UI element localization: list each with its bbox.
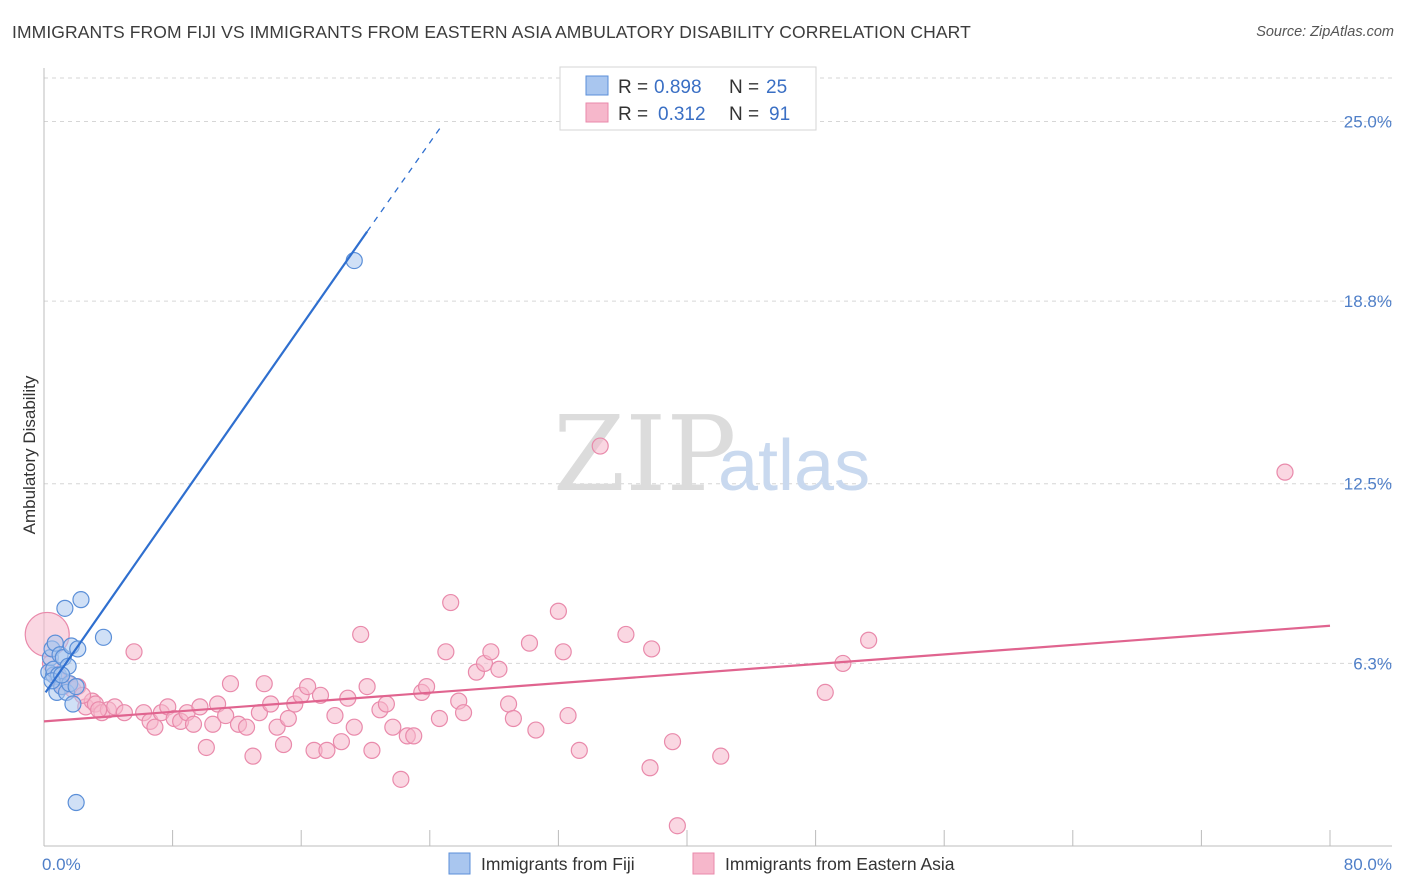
eastern-asia-point [191, 698, 209, 716]
series-legend-swatch-asia [692, 852, 715, 875]
fiji-point [94, 628, 113, 646]
eastern-asia-point [490, 660, 508, 678]
eastern-asia-point [482, 643, 500, 661]
eastern-asia-point [197, 738, 215, 757]
eastern-asia-point [520, 634, 539, 652]
eastern-asia-point [816, 683, 834, 702]
eastern-asia-point [499, 695, 518, 713]
eastern-asia-point [204, 715, 222, 733]
legend-n-value-fiji: 25 [766, 77, 787, 98]
series-legend: Immigrants from Fiji Immigrants from Eas… [448, 852, 955, 875]
eastern-asia-point [279, 709, 297, 728]
chart-title: IMMIGRANTS FROM FIJI VS IMMIGRANTS FROM … [12, 22, 971, 42]
eastern-asia-point [617, 625, 635, 644]
eastern-asia-point [554, 643, 572, 661]
eastern-asia-point [392, 770, 410, 788]
eastern-asia-point [527, 721, 545, 739]
fiji-point [67, 678, 85, 696]
eastern-asia-point [504, 709, 522, 728]
series-legend-label-asia: Immigrants from Eastern Asia [725, 854, 955, 874]
fiji-point [53, 666, 71, 684]
eastern-asia-point [358, 678, 376, 696]
y-tick-labels: 6.3% 12.5% 18.8% 25.0% [1344, 112, 1392, 673]
eastern-asia-point [332, 733, 350, 751]
legend-n-label-asia: N = [729, 104, 759, 125]
grid-lines [44, 77, 1392, 664]
legend-r-value-fiji: 0.898 [654, 77, 702, 98]
eastern-asia-point [221, 675, 240, 693]
eastern-asia-point [384, 718, 402, 736]
eastern-asia-point [1276, 463, 1294, 481]
trend-lines [43, 123, 1331, 723]
y-tick-label: 6.3% [1353, 654, 1392, 673]
eastern-asia-point [430, 709, 449, 728]
eastern-asia-point [643, 640, 661, 658]
eastern-asia-point [559, 706, 577, 725]
legend-swatch-asia [585, 102, 609, 123]
fiji-point [56, 599, 74, 617]
legend-r-label-fiji: R = [618, 77, 648, 98]
series-legend-label-fiji: Immigrants from Fiji [481, 854, 635, 874]
eastern-asia-point [318, 741, 336, 759]
eastern-asia-trend-line [43, 624, 1331, 723]
y-axis-label: Ambulatory Disability [20, 375, 39, 534]
eastern-asia-point [377, 695, 395, 713]
eastern-asia-point [311, 686, 330, 704]
eastern-asia-point [437, 643, 455, 661]
eastern-asia-point [442, 593, 460, 612]
watermark-zip: ZIP [553, 393, 736, 515]
eastern-asia-point [125, 643, 143, 661]
eastern-asia-point [363, 741, 381, 759]
watermark-atlas: atlas [718, 426, 870, 506]
y-tick-label: 12.5% [1344, 475, 1392, 494]
eastern-asia-point [184, 715, 203, 733]
eastern-asia-point [268, 718, 286, 736]
legend-n-value-asia: 91 [769, 104, 790, 125]
eastern-asia-point [454, 704, 473, 722]
series-legend-swatch-fiji [448, 852, 471, 875]
fiji-point [72, 591, 90, 609]
eastern-asia-point [663, 733, 682, 751]
eastern-asia-point [255, 675, 273, 693]
y-tick-label: 25.0% [1344, 112, 1392, 131]
eastern-asia-point [549, 602, 568, 620]
eastern-asia-point [299, 678, 317, 696]
x-axis-ticks [43, 830, 1331, 846]
legend-n-label-fiji: N = [729, 77, 759, 98]
x-tick-label-max: 80.0% [1344, 855, 1392, 874]
eastern-asia-point [668, 817, 686, 835]
correlation-legend: R = 0.898 N = 25 R = 0.312 N = 91 [559, 66, 817, 131]
eastern-asia-point [326, 706, 344, 725]
eastern-asia-point [417, 678, 436, 696]
legend-r-value-asia: 0.312 [658, 104, 706, 125]
fiji-point [64, 695, 82, 713]
watermark: ZIP atlas [553, 393, 870, 515]
fiji-point [67, 793, 85, 812]
fiji-trend-line [44, 230, 369, 694]
x-tick-label-min: 0.0% [42, 855, 81, 874]
fiji-points [40, 251, 363, 812]
eastern-asia-point [90, 701, 108, 719]
y-tick-label: 18.8% [1344, 292, 1392, 311]
legend-swatch-fiji [585, 75, 609, 96]
fiji-trend-extension [366, 123, 444, 232]
eastern-asia-point [237, 718, 256, 736]
eastern-asia-point [115, 704, 133, 722]
eastern-asia-point [712, 747, 730, 765]
eastern-asia-point [591, 437, 609, 455]
eastern-asia-point [570, 741, 588, 759]
eastern-asia-point [860, 631, 878, 649]
eastern-asia-point [345, 718, 363, 736]
eastern-asia-point [352, 625, 370, 644]
source-note: Source: ZipAtlas.com [1256, 24, 1394, 40]
eastern-asia-point [244, 747, 262, 765]
eastern-asia-point [274, 735, 293, 754]
eastern-asia-point [146, 718, 164, 736]
eastern-asia-point [405, 727, 423, 745]
fiji-point [345, 251, 363, 270]
eastern-asia-point [641, 759, 659, 777]
legend-r-label-asia: R = [618, 104, 648, 125]
